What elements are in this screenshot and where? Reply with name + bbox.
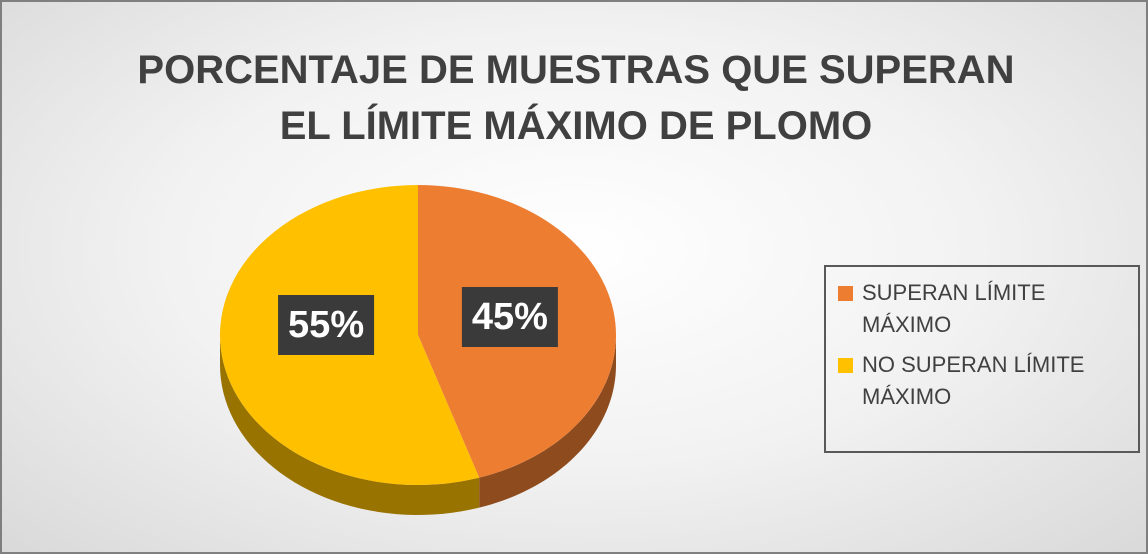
data-label: 45% bbox=[472, 296, 548, 338]
slice-side bbox=[479, 335, 616, 508]
legend-swatch bbox=[838, 358, 853, 373]
data-label-box bbox=[461, 287, 558, 348]
legend-entry: NO SUPERAN LÍMITE MÁXIMO bbox=[834, 349, 1132, 413]
data-label: 55% bbox=[288, 304, 364, 346]
chart-title: PORCENTAJE DE MUESTRAS QUE SUPERAN EL LÍ… bbox=[137, 48, 1015, 148]
data-label-box bbox=[278, 294, 375, 355]
legend-swatch bbox=[838, 286, 853, 301]
legend-entry: SUPERAN LÍMITE MÁXIMO bbox=[834, 277, 1132, 341]
slice-side bbox=[220, 335, 480, 515]
legend-label: SUPERAN LÍMITE MÁXIMO bbox=[862, 280, 1046, 337]
legend-label: NO SUPERAN LÍMITE MÁXIMO bbox=[862, 352, 1085, 409]
legend: SUPERAN LÍMITE MÁXIMO NO SUPERAN LÍMITE M… bbox=[824, 265, 1140, 453]
